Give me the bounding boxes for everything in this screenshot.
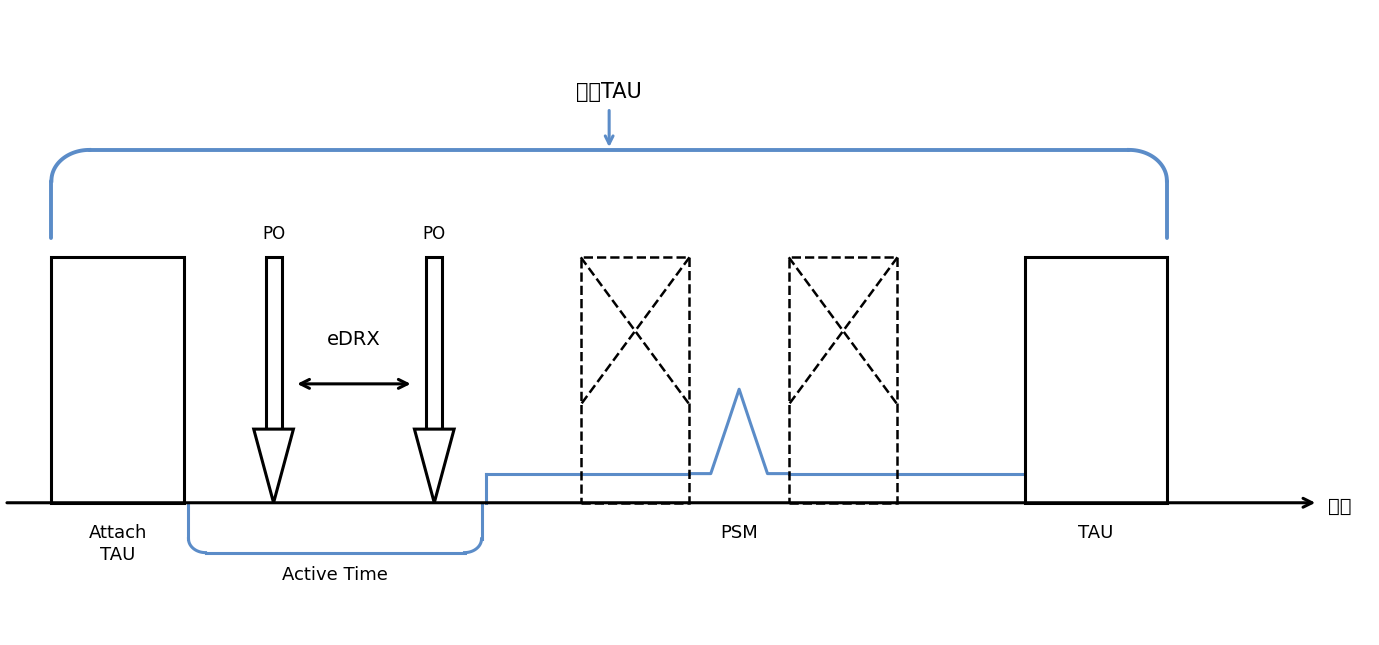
Text: PO: PO (262, 226, 285, 244)
Text: 时间: 时间 (1328, 497, 1351, 516)
Polygon shape (415, 429, 454, 502)
Polygon shape (266, 257, 281, 429)
Text: Attach
TAU: Attach TAU (88, 524, 146, 564)
Text: Active Time: Active Time (283, 566, 387, 584)
Polygon shape (51, 257, 183, 502)
Text: TAU: TAU (1078, 524, 1114, 542)
Polygon shape (426, 257, 443, 429)
Text: PO: PO (423, 226, 445, 244)
Polygon shape (1025, 257, 1167, 502)
Polygon shape (254, 429, 294, 502)
Text: eDRX: eDRX (327, 330, 381, 350)
Text: PSM: PSM (720, 524, 758, 542)
Text: 周期TAU: 周期TAU (576, 81, 643, 101)
